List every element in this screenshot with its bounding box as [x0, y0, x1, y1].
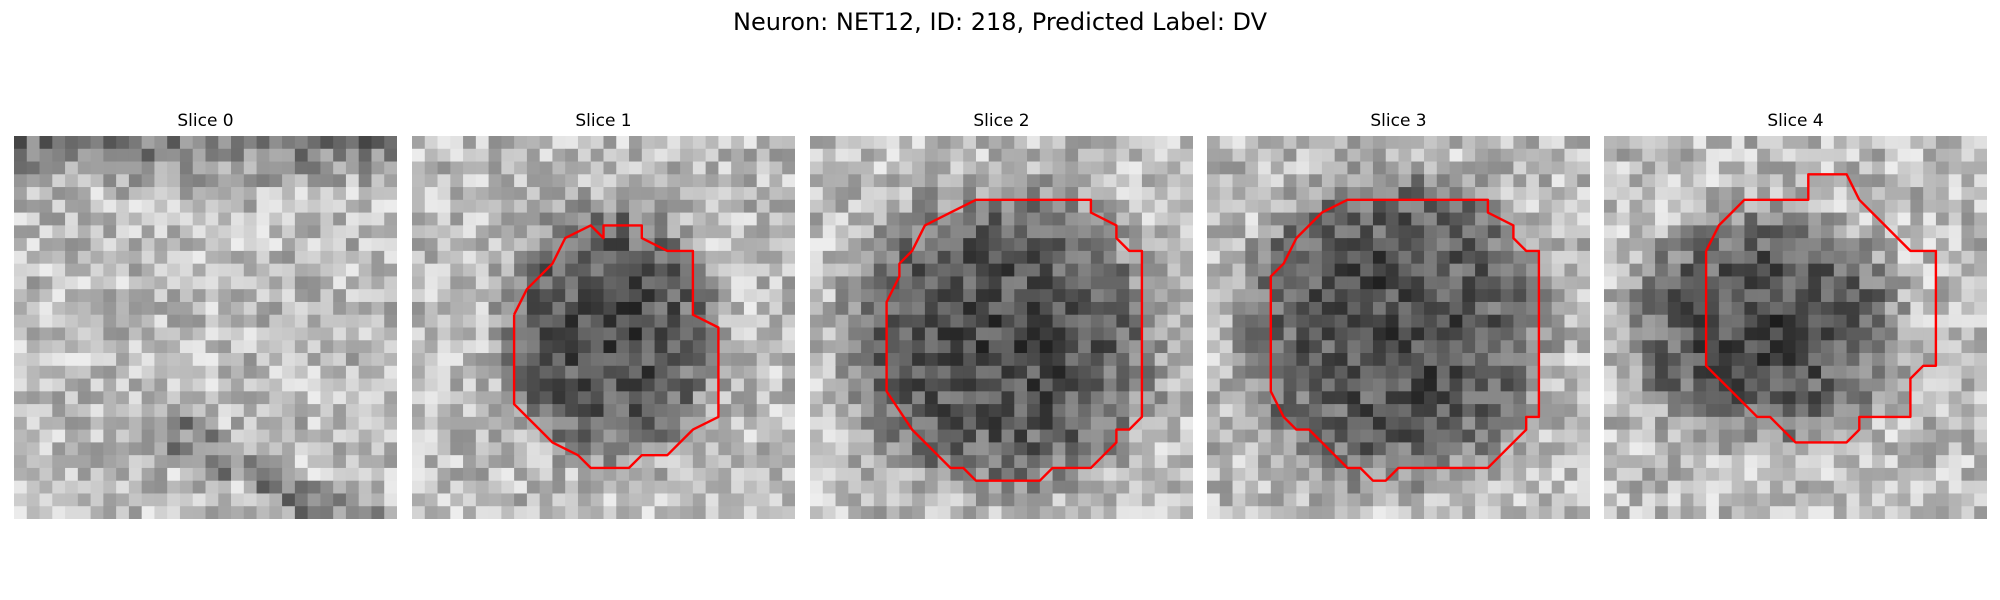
slice-title: Slice 2 — [973, 111, 1030, 131]
segmentation-contour — [512, 224, 720, 470]
slice-title: Slice 1 — [575, 111, 632, 131]
slice-panel: Slice 3 — [1207, 110, 1590, 519]
segmentation-contour — [885, 198, 1144, 482]
slice-image — [412, 136, 795, 519]
slice-panel: Slice 4 — [1604, 110, 1987, 519]
slice-image — [1207, 136, 1590, 519]
slice-panel: Slice 2 — [810, 110, 1193, 519]
grayscale-pixel-grid — [1207, 136, 1590, 519]
grayscale-pixel-grid — [1604, 136, 1987, 519]
grayscale-pixel-grid — [412, 136, 795, 519]
slice-image — [14, 136, 397, 519]
figure-title: Neuron: NET12, ID: 218, Predicted Label:… — [732, 8, 1268, 36]
slice-title: Slice 4 — [1767, 111, 1824, 131]
grayscale-pixel-grid — [810, 136, 1193, 519]
grayscale-pixel-grid — [14, 136, 397, 519]
slice-image — [810, 136, 1193, 519]
slice-title: Slice 3 — [1370, 111, 1427, 131]
slice-title: Slice 0 — [177, 111, 234, 131]
segmentation-contour — [1704, 173, 1938, 444]
slice-image — [1604, 136, 1987, 519]
slice-panel: Slice 1 — [412, 110, 795, 519]
slice-panel: Slice 0 — [14, 110, 397, 519]
segmentation-contour — [1269, 198, 1541, 482]
